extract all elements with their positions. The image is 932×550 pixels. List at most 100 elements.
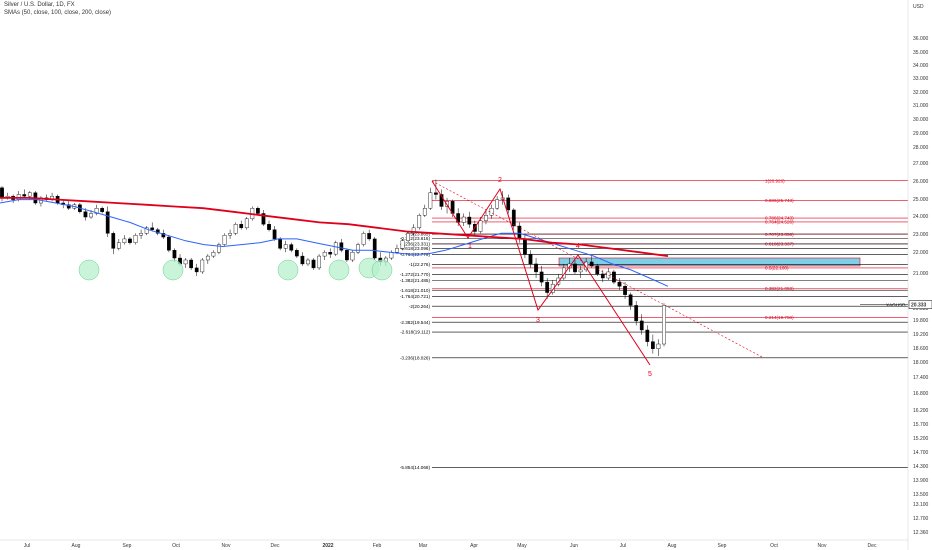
candle-body: [94, 208, 99, 214]
chart-title: Silver / U.S. Dollar, 1D, FX: [4, 2, 75, 8]
candle: [322, 250, 327, 260]
candle-body: [478, 220, 483, 232]
x-tick-label: Dec: [868, 543, 877, 549]
candle: [261, 209, 266, 227]
currency-label: USD: [913, 4, 924, 10]
x-tick-label: 2022: [322, 543, 333, 549]
y-tick-label: 18.600: [913, 346, 929, 352]
candle-body: [111, 233, 116, 249]
moving-averages: [0, 197, 669, 287]
candle: [272, 226, 277, 241]
highlight-circle: [371, 259, 393, 281]
candle: [428, 187, 433, 210]
candle-body: [122, 238, 127, 243]
fib-label: -2(20.264): [409, 304, 431, 309]
candle: [311, 258, 316, 270]
candle: [634, 301, 639, 326]
candle: [400, 238, 405, 251]
candle: [155, 227, 160, 236]
candle-body: [161, 233, 166, 238]
candle-body: [484, 215, 488, 221]
fib-level: -0.5(23.865): [405, 232, 908, 237]
y-axis: USD 36.000 35.000 34.000 33.000 32.000 31.000 3…: [860, 0, 932, 550]
candle: [267, 220, 271, 232]
candle-body: [567, 263, 572, 269]
candle-body: [511, 209, 516, 227]
x-tick-label: Feb: [373, 543, 382, 549]
fib-level: -0.618(23.096): [400, 246, 908, 251]
candle-body: [128, 238, 132, 243]
candle-body: [222, 234, 227, 245]
y-tick-label: 15.700: [913, 422, 929, 428]
y-tick-label: 22.000: [913, 250, 929, 256]
candle-body: [417, 215, 422, 229]
indicator-legend: SMAs (50, close, 100, close, 200, close): [4, 10, 112, 16]
candle-body: [495, 199, 499, 209]
candle-body: [617, 281, 622, 287]
y-tick-label: 14.300: [913, 464, 929, 470]
fib-label: -1.764(20.721): [400, 294, 431, 299]
candle-body: [539, 271, 544, 283]
fib-level: 0.764(24.526): [432, 220, 908, 225]
wave-label: 5: [648, 371, 652, 378]
candle-body: [461, 216, 466, 223]
candle: [289, 242, 294, 253]
fib-label: 0.786(24.743): [765, 216, 794, 221]
sma50-line: [0, 199, 669, 287]
candle-body: [372, 238, 377, 259]
candle: [222, 233, 227, 247]
y-tick-label: 12.360: [913, 530, 929, 536]
candle-body: [317, 255, 321, 269]
x-tick-label: Apr: [470, 543, 478, 549]
last-price-tag: XAGUSD 20.333: [860, 300, 932, 309]
fib-level: -1.618(21.010): [400, 288, 908, 293]
candle: [467, 211, 472, 228]
fib-level: -1.764(20.721): [400, 294, 908, 299]
candle: [333, 240, 338, 257]
fib-label: -2.618(19.112): [400, 330, 430, 335]
fib-label: 0.214(19.758): [765, 315, 794, 320]
candle-body: [267, 224, 271, 230]
candle-body: [623, 286, 627, 295]
wave-label: 4: [576, 243, 580, 250]
y-tick-label: 16.800: [913, 391, 929, 397]
candle-body: [662, 305, 666, 345]
fib-label: -0.382(23.616): [400, 236, 431, 241]
candle-body: [367, 233, 372, 240]
candle-body: [239, 224, 244, 229]
candle-body: [261, 213, 266, 225]
candle-body: [283, 244, 288, 249]
y-tick-label: 13.500: [913, 492, 929, 498]
candle-body: [506, 197, 511, 211]
fib-label: 0.886(25.743): [765, 198, 794, 203]
candle-body: [172, 250, 177, 259]
candle-body: [105, 211, 110, 234]
candle: [484, 209, 488, 225]
fib-label: -0.5(23.865): [405, 232, 430, 237]
candle-body: [406, 233, 410, 241]
candle: [116, 238, 121, 251]
x-tick-label: Dec: [271, 543, 280, 549]
candle-body: [434, 192, 438, 195]
y-tick-label: 19.200: [913, 332, 929, 338]
candle: [256, 206, 260, 216]
candle: [150, 222, 155, 232]
y-tick-label: 25.000: [913, 197, 929, 203]
candle: [94, 204, 99, 216]
candle-body: [523, 238, 527, 255]
candle: [573, 259, 577, 274]
candle-body: [328, 252, 333, 255]
candle-body: [612, 271, 616, 283]
y-tick-label: 34.000: [913, 63, 929, 69]
last-price-label: 20.333: [911, 302, 927, 308]
wave-label: 3: [536, 317, 540, 324]
candle: [461, 213, 466, 227]
candle: [228, 229, 232, 239]
candle-body: [573, 263, 577, 273]
fib-label: -2.382(19.544): [400, 320, 431, 325]
fib-levels: 1(26.926) 0.886(25.743) 0.786(24.743)0.764…: [400, 178, 908, 470]
y-tick-label: 33.000: [913, 76, 929, 82]
x-tick-label: Jul: [24, 543, 30, 549]
candle: [283, 240, 288, 253]
